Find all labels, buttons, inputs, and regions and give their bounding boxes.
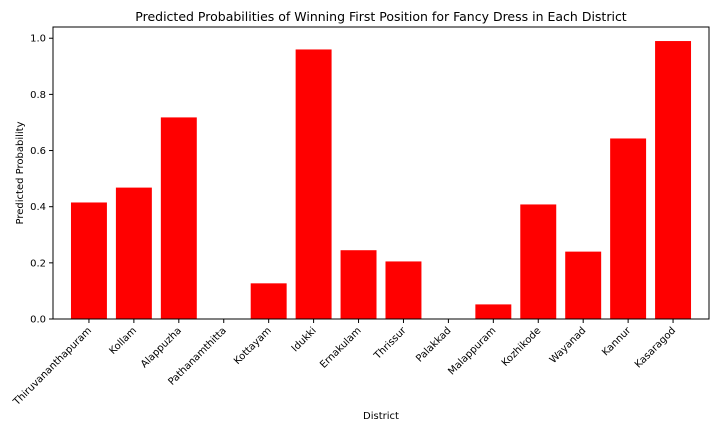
x-tick-label: Kozhikode xyxy=(500,325,544,369)
y-tick-label: 1.0 xyxy=(30,34,46,45)
y-tick-label: 0.8 xyxy=(30,90,46,101)
bar-ernakulam xyxy=(340,250,377,319)
bar-kozhikode xyxy=(520,204,557,319)
x-tick-label: Palakkad xyxy=(414,325,453,364)
x-tick-label: Alappuzha xyxy=(139,325,184,370)
bar-idukki xyxy=(295,49,332,320)
x-tick-label: Thrissur xyxy=(372,325,410,363)
plot-frame xyxy=(52,26,710,320)
y-tick-label: 0.6 xyxy=(30,146,46,157)
x-tick-label: Thiruvananthapuram xyxy=(11,325,94,408)
y-tick-label: 0.2 xyxy=(30,258,46,269)
y-axis: 0.0 0.2 0.4 0.6 0.8 1.0 xyxy=(30,34,53,326)
x-tick-label: Idukki xyxy=(290,325,319,354)
x-tick-label: Wayanad xyxy=(548,325,588,365)
x-tick-label: Ernakulam xyxy=(318,325,363,370)
chart-title: Predicted Probabilities of Winning First… xyxy=(135,9,627,24)
y-tick-label: 0.0 xyxy=(30,315,46,326)
bar-kollam xyxy=(115,187,152,319)
x-tick-label: Kollam xyxy=(107,325,139,357)
bar-kottayam xyxy=(250,283,287,319)
bar-kannur xyxy=(610,138,647,319)
x-tick-label: Malappuram xyxy=(446,325,498,377)
bar-malappuram xyxy=(475,304,512,319)
x-tick-label: Kasaragod xyxy=(633,325,678,370)
y-axis-label: Predicted Probability xyxy=(15,121,26,224)
bar-wayanad xyxy=(565,251,602,319)
bar-alappuzha xyxy=(160,117,197,319)
bars-group xyxy=(70,41,692,320)
y-tick-label: 0.4 xyxy=(30,202,46,213)
bar-kasaragod xyxy=(655,41,692,319)
x-tick-label: Kottayam xyxy=(232,325,274,367)
bar-thrissur xyxy=(385,261,422,319)
bar-thiruvananthapuram xyxy=(70,202,107,319)
x-axis-label: District xyxy=(363,411,399,422)
x-axis: Thiruvananthapuram Kollam AlappuzhaPathana… xyxy=(11,319,678,408)
x-tick-label: Kannur xyxy=(600,325,634,359)
